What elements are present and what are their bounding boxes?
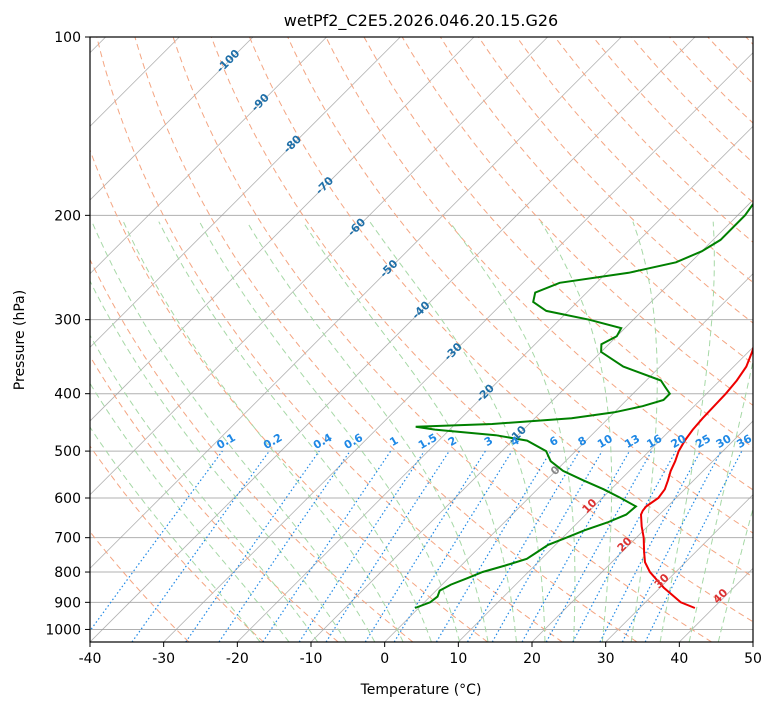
isotherm-line: [90, 37, 475, 422]
y-axis-label: Pressure (hPa): [12, 290, 28, 390]
isotherm-line: [531, 420, 753, 642]
dry-adiabat-line: [96, 37, 563, 642]
y-tick-label: 400: [54, 387, 81, 403]
dry-adiabat-line: [90, 445, 264, 642]
mixing-ratio-line: [131, 450, 270, 642]
dewpoint-profile: [414, 202, 753, 609]
x-tick-label: -40: [79, 651, 102, 667]
chart-title: wetPf2_C2E5.2026.046.20.15.G26: [284, 11, 558, 31]
isotherm-line: [90, 37, 548, 496]
isotherm-line: [310, 199, 753, 642]
x-tick-label: 40: [670, 651, 688, 667]
mixing-ratio-line: [90, 450, 223, 632]
moist-adiabat-line: [302, 221, 517, 642]
isotherm-line: [237, 125, 753, 642]
y-tick-label: 100: [54, 30, 81, 46]
temperature-profile: [639, 345, 753, 609]
moist-adiabats: [90, 221, 753, 642]
dry-adiabat-line: [630, 37, 753, 164]
moist-adiabat-line: [630, 221, 658, 642]
x-tick-label: 50: [744, 651, 762, 667]
x-tick-label: 20: [523, 651, 541, 667]
moist-adiabat-line: [158, 221, 432, 642]
isotherm-line: [163, 52, 753, 642]
moist-adiabat-line: [540, 221, 613, 642]
mixing-ratio-line: [435, 450, 552, 642]
mixing-ratio-line: [185, 450, 320, 642]
y-tick-label: 300: [54, 313, 81, 329]
dry-adiabat-line: [401, 37, 753, 406]
dry-adiabat-line: [363, 37, 753, 448]
dry-adiabat-line: [210, 37, 753, 623]
mixing-ratio-line: [466, 450, 580, 642]
mixing-ratio-line: [393, 450, 513, 642]
x-tick-label: -10: [300, 651, 323, 667]
dry-adiabat-line: [325, 37, 753, 491]
isotherm-line: [605, 494, 753, 642]
moist-adiabat-line: [90, 382, 290, 642]
mixing-ratio-line: [325, 450, 450, 642]
dry-adiabat-line: [287, 37, 753, 534]
mixing-ratio-line: [218, 450, 351, 642]
mixing-ratio-lines: [90, 450, 743, 642]
dry-adiabat-line: [249, 37, 753, 578]
mixing-ratio-line: [364, 450, 486, 642]
x-tick-label: -20: [226, 651, 249, 667]
y-tick-label: 900: [54, 595, 81, 611]
dry-adiabat-line: [592, 37, 753, 204]
plot-frame: [89, 36, 754, 643]
pressure-gridlines: [90, 37, 753, 630]
moist-adiabat-line: [90, 426, 261, 642]
dry-adiabat-line: [172, 37, 712, 642]
y-tick-label: 700: [54, 531, 81, 547]
y-tick-label: 500: [54, 444, 81, 460]
y-tick-label: 1000: [45, 622, 81, 638]
y-tick-label: 800: [54, 565, 81, 581]
dry-adiabat-line: [134, 37, 638, 642]
moist-adiabat-line: [122, 221, 404, 642]
dry-adiabat-line: [478, 37, 753, 324]
mixing-ratio-line: [491, 450, 603, 642]
dry-adiabat-line: [516, 37, 753, 283]
x-tick-label: 30: [597, 651, 615, 667]
dry-adiabat-line: [90, 258, 414, 642]
moist-adiabat-line: [91, 221, 376, 642]
isotherm-line: [90, 37, 254, 201]
moist-adiabat-line: [449, 221, 576, 642]
dry-adiabats: [90, 37, 753, 642]
moist-adiabat-line: [369, 221, 546, 642]
moist-adiabat-line: [659, 221, 715, 642]
y-tick-label: 600: [54, 491, 81, 507]
x-axis-label: Temperature (°C): [360, 682, 482, 698]
x-axis: -40 -30 -20 -10 0 10 20 30 40 50: [79, 642, 762, 667]
isotherm-line: [90, 37, 622, 569]
mixing-ratio-line: [572, 450, 677, 642]
isotherm-line: [90, 37, 696, 642]
moist-adiabat-line: [90, 279, 347, 642]
mixing-ratio-label: 36: [734, 432, 754, 451]
plot-area: -100-90-80-70-60-50-40-30-20-100.1 0.2 0.4…: [90, 37, 754, 642]
y-axis: 100 200 300 400 500 600 700 800 900 1000: [45, 30, 90, 638]
x-tick-label: 0: [380, 651, 389, 667]
moist-adiabat-line: [199, 221, 461, 642]
mixing-ratio-line: [521, 450, 631, 642]
y-tick-label: 200: [54, 208, 81, 224]
isotherm-line: [384, 273, 753, 642]
moist-adiabat-line: [246, 221, 489, 642]
isotherm-line: [90, 37, 327, 275]
mixing-ratio-line: [545, 450, 653, 642]
x-tick-label: 10: [449, 651, 467, 667]
moist-adiabat-line: [688, 358, 753, 642]
x-tick-label: -30: [152, 651, 175, 667]
